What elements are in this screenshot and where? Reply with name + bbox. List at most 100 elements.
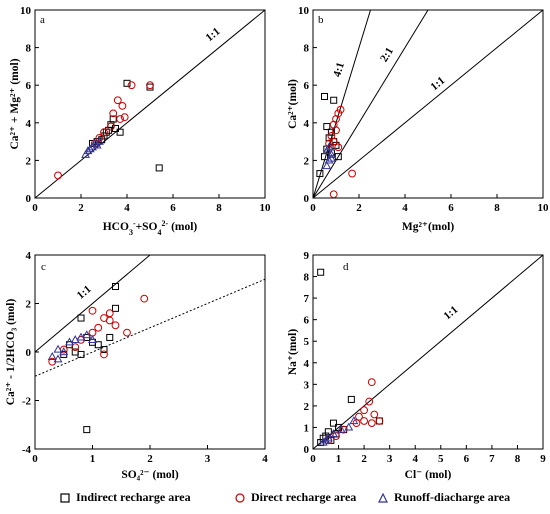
data-point: [47, 352, 57, 360]
y-tick-label: 4: [26, 118, 32, 130]
data-point: [81, 149, 91, 158]
x-tick-label: 6: [170, 202, 176, 214]
data-point: [116, 115, 124, 123]
y-tick-label: -4: [22, 444, 32, 456]
circle-marker-icon: [235, 492, 245, 503]
y-tick-label: 6: [304, 80, 310, 92]
y-tick-label: 4: [304, 358, 310, 370]
legend-item-direct: Direct recharge area: [235, 490, 356, 505]
x-tick-label: 2: [361, 453, 367, 465]
ref-line: [312, 9, 429, 199]
x-tick-label: 1: [336, 453, 342, 465]
panel-c-letter: c: [41, 261, 46, 273]
y-tick-label: 10: [298, 5, 310, 17]
data-point: [92, 140, 102, 149]
x-tick-label: 3: [387, 453, 393, 465]
x-tick-label: 0: [310, 453, 316, 465]
data-point: [336, 105, 345, 114]
data-point: [321, 92, 328, 100]
data-point: [88, 328, 97, 337]
data-point: [324, 142, 334, 151]
x-tick-label: 4: [124, 202, 130, 214]
y-tick-label: 4: [304, 118, 310, 130]
x-tick-label: 8: [515, 453, 521, 465]
data-point: [112, 124, 119, 132]
data-point: [329, 419, 337, 427]
data-point: [120, 113, 129, 122]
y-tick-label: 6: [26, 80, 32, 92]
y-tick-label: 1: [304, 422, 310, 434]
y-tick-label: 7: [304, 293, 310, 305]
square-marker-icon: [60, 492, 70, 503]
y-tick-label: 4: [26, 250, 32, 262]
data-point: [329, 137, 338, 146]
data-point: [94, 323, 103, 332]
data-point: [332, 126, 340, 135]
x-tick-label: 0: [32, 453, 38, 465]
data-point: [155, 164, 163, 172]
x-tick-label: 8: [216, 202, 222, 214]
data-point: [112, 283, 119, 291]
panel-d-letter: d: [343, 261, 349, 273]
data-point: [94, 136, 104, 145]
data-point: [111, 321, 120, 330]
panel-d-ylabel: Na⁺(mol): [287, 329, 299, 375]
panel-a: 0 2 4 6 8 10 0 2 4 6 8 10 1:1 a Ca²⁺ + Mg²⁺ (mol) H…: [9, 5, 271, 237]
data-point: [146, 83, 154, 91]
data-point: [140, 294, 149, 303]
panel-a-xlabel: HCO3-+SO42- (mol): [103, 219, 198, 237]
data-point: [344, 422, 354, 431]
panel-a-ref-lines: 1:1: [34, 9, 266, 199]
x-tick-label: 10: [260, 202, 272, 214]
data-point: [330, 96, 338, 104]
data-point: [329, 190, 338, 199]
data-point: [348, 169, 357, 178]
panel-c-ticks: 0 1 2 3 4 -4 -2 0 2 4: [22, 250, 268, 465]
data-point: [349, 416, 359, 425]
data-point: [105, 309, 114, 318]
data-point: [360, 406, 369, 415]
ref-line: [312, 9, 544, 199]
data-point: [317, 268, 325, 276]
data-point: [112, 304, 119, 312]
legend-label-runoff: Runoff-diacharge area: [394, 490, 511, 504]
data-point: [83, 146, 93, 155]
data-point: [334, 153, 342, 161]
panel-d-xlabel: Cl⁻ (mol): [405, 469, 452, 481]
legend-label-indirect: Indirect recharge area: [76, 490, 191, 504]
ref-line: [34, 278, 266, 377]
data-point: [100, 128, 108, 137]
panel-b-points: [316, 92, 357, 199]
y-tick-label: 3: [304, 379, 310, 391]
data-point: [324, 155, 334, 164]
panel-a-letter: a: [40, 14, 45, 26]
panel-c-ylabel: Ca²⁺ - 1/2HCO₃ (mol): [5, 299, 17, 406]
data-point: [328, 429, 338, 438]
panel-a-points: [54, 79, 163, 180]
y-tick-label: 2: [26, 299, 32, 311]
data-point: [88, 335, 97, 343]
x-tick-label: 4: [262, 453, 268, 465]
y-tick-label: -2: [22, 396, 32, 408]
data-point: [326, 149, 336, 158]
data-point: [54, 171, 62, 180]
data-point: [118, 101, 127, 110]
ref-line-label: 1:1: [75, 283, 94, 302]
panel-d-ref-lines: 1:1: [312, 254, 544, 450]
data-point: [323, 123, 331, 131]
data-point: [106, 333, 114, 341]
data-point: [77, 314, 85, 322]
data-point: [53, 344, 63, 353]
data-point: [53, 354, 63, 363]
legend-label-direct: Direct recharge area: [251, 490, 357, 504]
panel-d-ticks: 0 1 2 3 4 5 6 7 8 9 0 1 2 3 4 5 6 7 8 9: [304, 250, 547, 465]
x-tick-label: 4: [412, 453, 418, 465]
panel-b-ticks: 0 2 4 6 8 10 0 2 4 6 8 10: [298, 5, 549, 214]
y-tick-label: 5: [304, 336, 310, 348]
data-point: [94, 341, 102, 349]
y-tick-label: 10: [20, 5, 32, 17]
panel-d-frame: [312, 254, 544, 450]
y-tick-label: 9: [304, 250, 310, 262]
